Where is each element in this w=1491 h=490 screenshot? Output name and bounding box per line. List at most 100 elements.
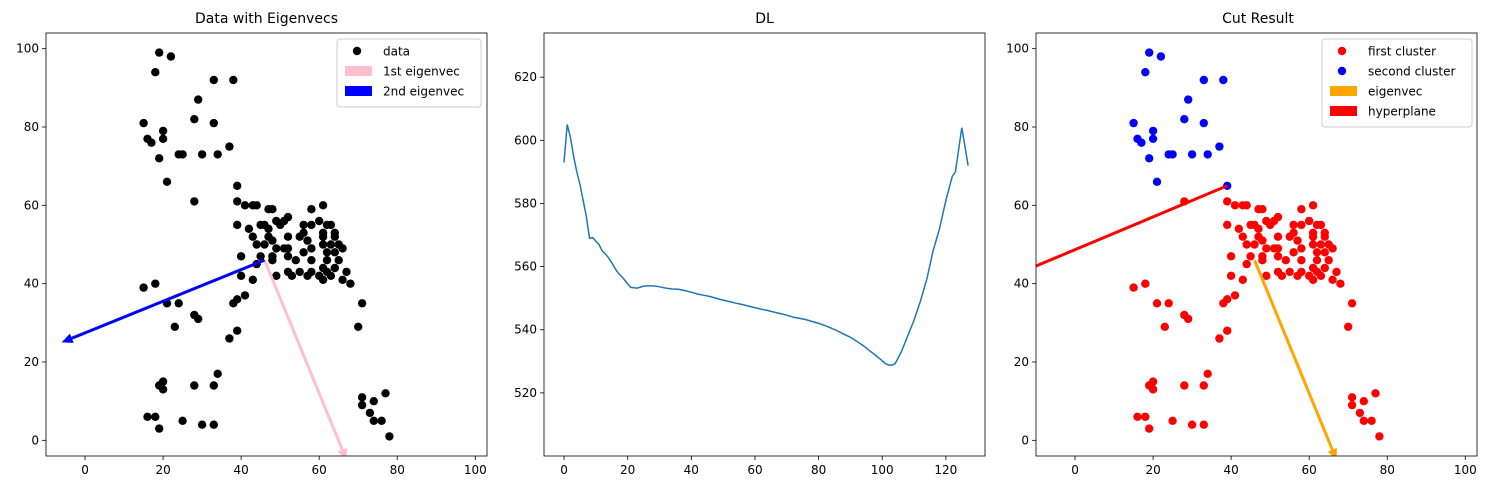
plot-area-cut-result: [1036, 48, 1384, 456]
data-point: [295, 267, 304, 277]
first-cluster-point: [1332, 267, 1341, 277]
second-cluster-point: [1184, 95, 1193, 104]
legend-swatch-1st-eigenvec: [345, 66, 372, 76]
second-cluster-point: [1215, 142, 1224, 151]
first-cluster-point: [1230, 201, 1240, 210]
data-point: [276, 220, 285, 230]
first-cluster-point: [1285, 267, 1294, 277]
first-cluster-point: [1238, 275, 1248, 284]
data-point: [357, 299, 367, 308]
panel-cut-result: Cut Result 0 20 40 60 80 100 0 20 40 60 80 100 first…: [1006, 11, 1478, 477]
first-cluster-point: [1371, 389, 1380, 398]
data-point: [272, 244, 281, 253]
second-cluster-point: [1152, 177, 1162, 186]
chart-title-eigenvecs: Data with Eigenvecs: [195, 11, 338, 27]
2nd-eigenvec-arrow-head: [61, 333, 74, 343]
data-point: [151, 68, 160, 77]
first-cluster-point: [1285, 232, 1294, 241]
first-cluster-point: [1203, 369, 1212, 378]
first-cluster-point: [1308, 232, 1318, 241]
data-point: [326, 240, 336, 249]
data-point: [178, 150, 187, 159]
first-cluster-point: [1215, 334, 1224, 343]
first-cluster-point: [1145, 424, 1154, 433]
first-cluster-point: [1336, 279, 1345, 288]
data-point: [190, 115, 199, 124]
second-cluster-point: [1199, 75, 1209, 85]
first-cluster-point: [1273, 232, 1283, 241]
data-point: [236, 271, 246, 280]
data-point: [190, 197, 199, 206]
first-cluster-point: [1273, 244, 1283, 253]
y-tick-label: 600: [514, 133, 537, 147]
first-cluster-point: [1242, 259, 1251, 269]
first-cluster-point: [1164, 299, 1173, 308]
first-cluster-point: [1230, 291, 1240, 300]
first-cluster-point: [1242, 240, 1251, 249]
data-point: [256, 252, 265, 261]
first-cluster-point: [1168, 416, 1177, 425]
first-cluster-point: [1148, 385, 1158, 394]
first-cluster-point: [1293, 271, 1302, 280]
data-point: [307, 244, 316, 253]
data-point: [209, 420, 218, 429]
x-tick-label: 100: [871, 463, 894, 477]
eigenvec-arrow-head: [1327, 447, 1337, 456]
data-point: [197, 150, 207, 159]
legend-marker-data: [352, 46, 362, 56]
legend-cut-result: first cluster second cluster eigenvec hyper…: [1321, 38, 1473, 128]
data-point: [248, 232, 257, 241]
x-tick-label: 40: [233, 463, 248, 477]
legend-marker-first-cluster: [1337, 46, 1347, 56]
first-cluster-point: [1347, 393, 1357, 402]
y-tick-label: 560: [514, 260, 537, 274]
first-cluster-point: [1347, 299, 1357, 308]
y-tick-label: 80: [24, 120, 39, 134]
first-cluster-point: [1320, 232, 1330, 241]
first-cluster-point: [1289, 248, 1298, 257]
data-point: [357, 400, 367, 410]
data-point: [213, 369, 222, 378]
legend-box: [1321, 38, 1473, 128]
dl-line: [563, 124, 969, 366]
chart-title-cut-result: Cut Result: [1222, 11, 1294, 27]
data-point: [295, 232, 304, 241]
first-cluster-point: [1254, 205, 1263, 214]
first-cluster-point: [1141, 412, 1150, 421]
plot-area-eigenvecs: [61, 48, 394, 456]
data-point: [303, 271, 312, 280]
second-cluster-point: [1203, 150, 1212, 159]
x-tick-label: 100: [1454, 463, 1477, 477]
data-point: [155, 48, 164, 57]
data-point: [158, 126, 168, 136]
data-point: [283, 232, 293, 241]
y-tick-label: 40: [1014, 277, 1029, 291]
first-cluster-point: [1199, 381, 1209, 390]
y-tick-label: 620: [514, 70, 537, 84]
first-cluster-point: [1297, 220, 1306, 230]
legend-swatch-hyperplane: [1330, 106, 1357, 116]
first-cluster-point: [1226, 252, 1236, 261]
data-point: [369, 397, 378, 406]
data-point: [318, 275, 328, 284]
first-cluster-point: [1355, 408, 1365, 418]
first-cluster-point: [1277, 271, 1287, 280]
first-cluster-point: [1238, 232, 1248, 241]
data-point: [151, 412, 160, 421]
first-cluster-point: [1347, 400, 1357, 410]
second-cluster-point: [1168, 150, 1177, 159]
data-point: [307, 256, 316, 265]
legend-marker-second-cluster: [1337, 66, 1347, 76]
first-cluster-point: [1199, 420, 1209, 429]
data-point: [209, 381, 218, 390]
data-point: [158, 134, 168, 143]
first-cluster-point: [1344, 322, 1353, 331]
chart-title-dl: DL: [755, 11, 774, 27]
data-point: [334, 256, 343, 265]
data-point: [318, 201, 328, 210]
first-cluster-point: [1305, 216, 1314, 226]
data-point: [178, 416, 187, 425]
data-point: [166, 52, 176, 61]
data-point: [248, 275, 257, 284]
